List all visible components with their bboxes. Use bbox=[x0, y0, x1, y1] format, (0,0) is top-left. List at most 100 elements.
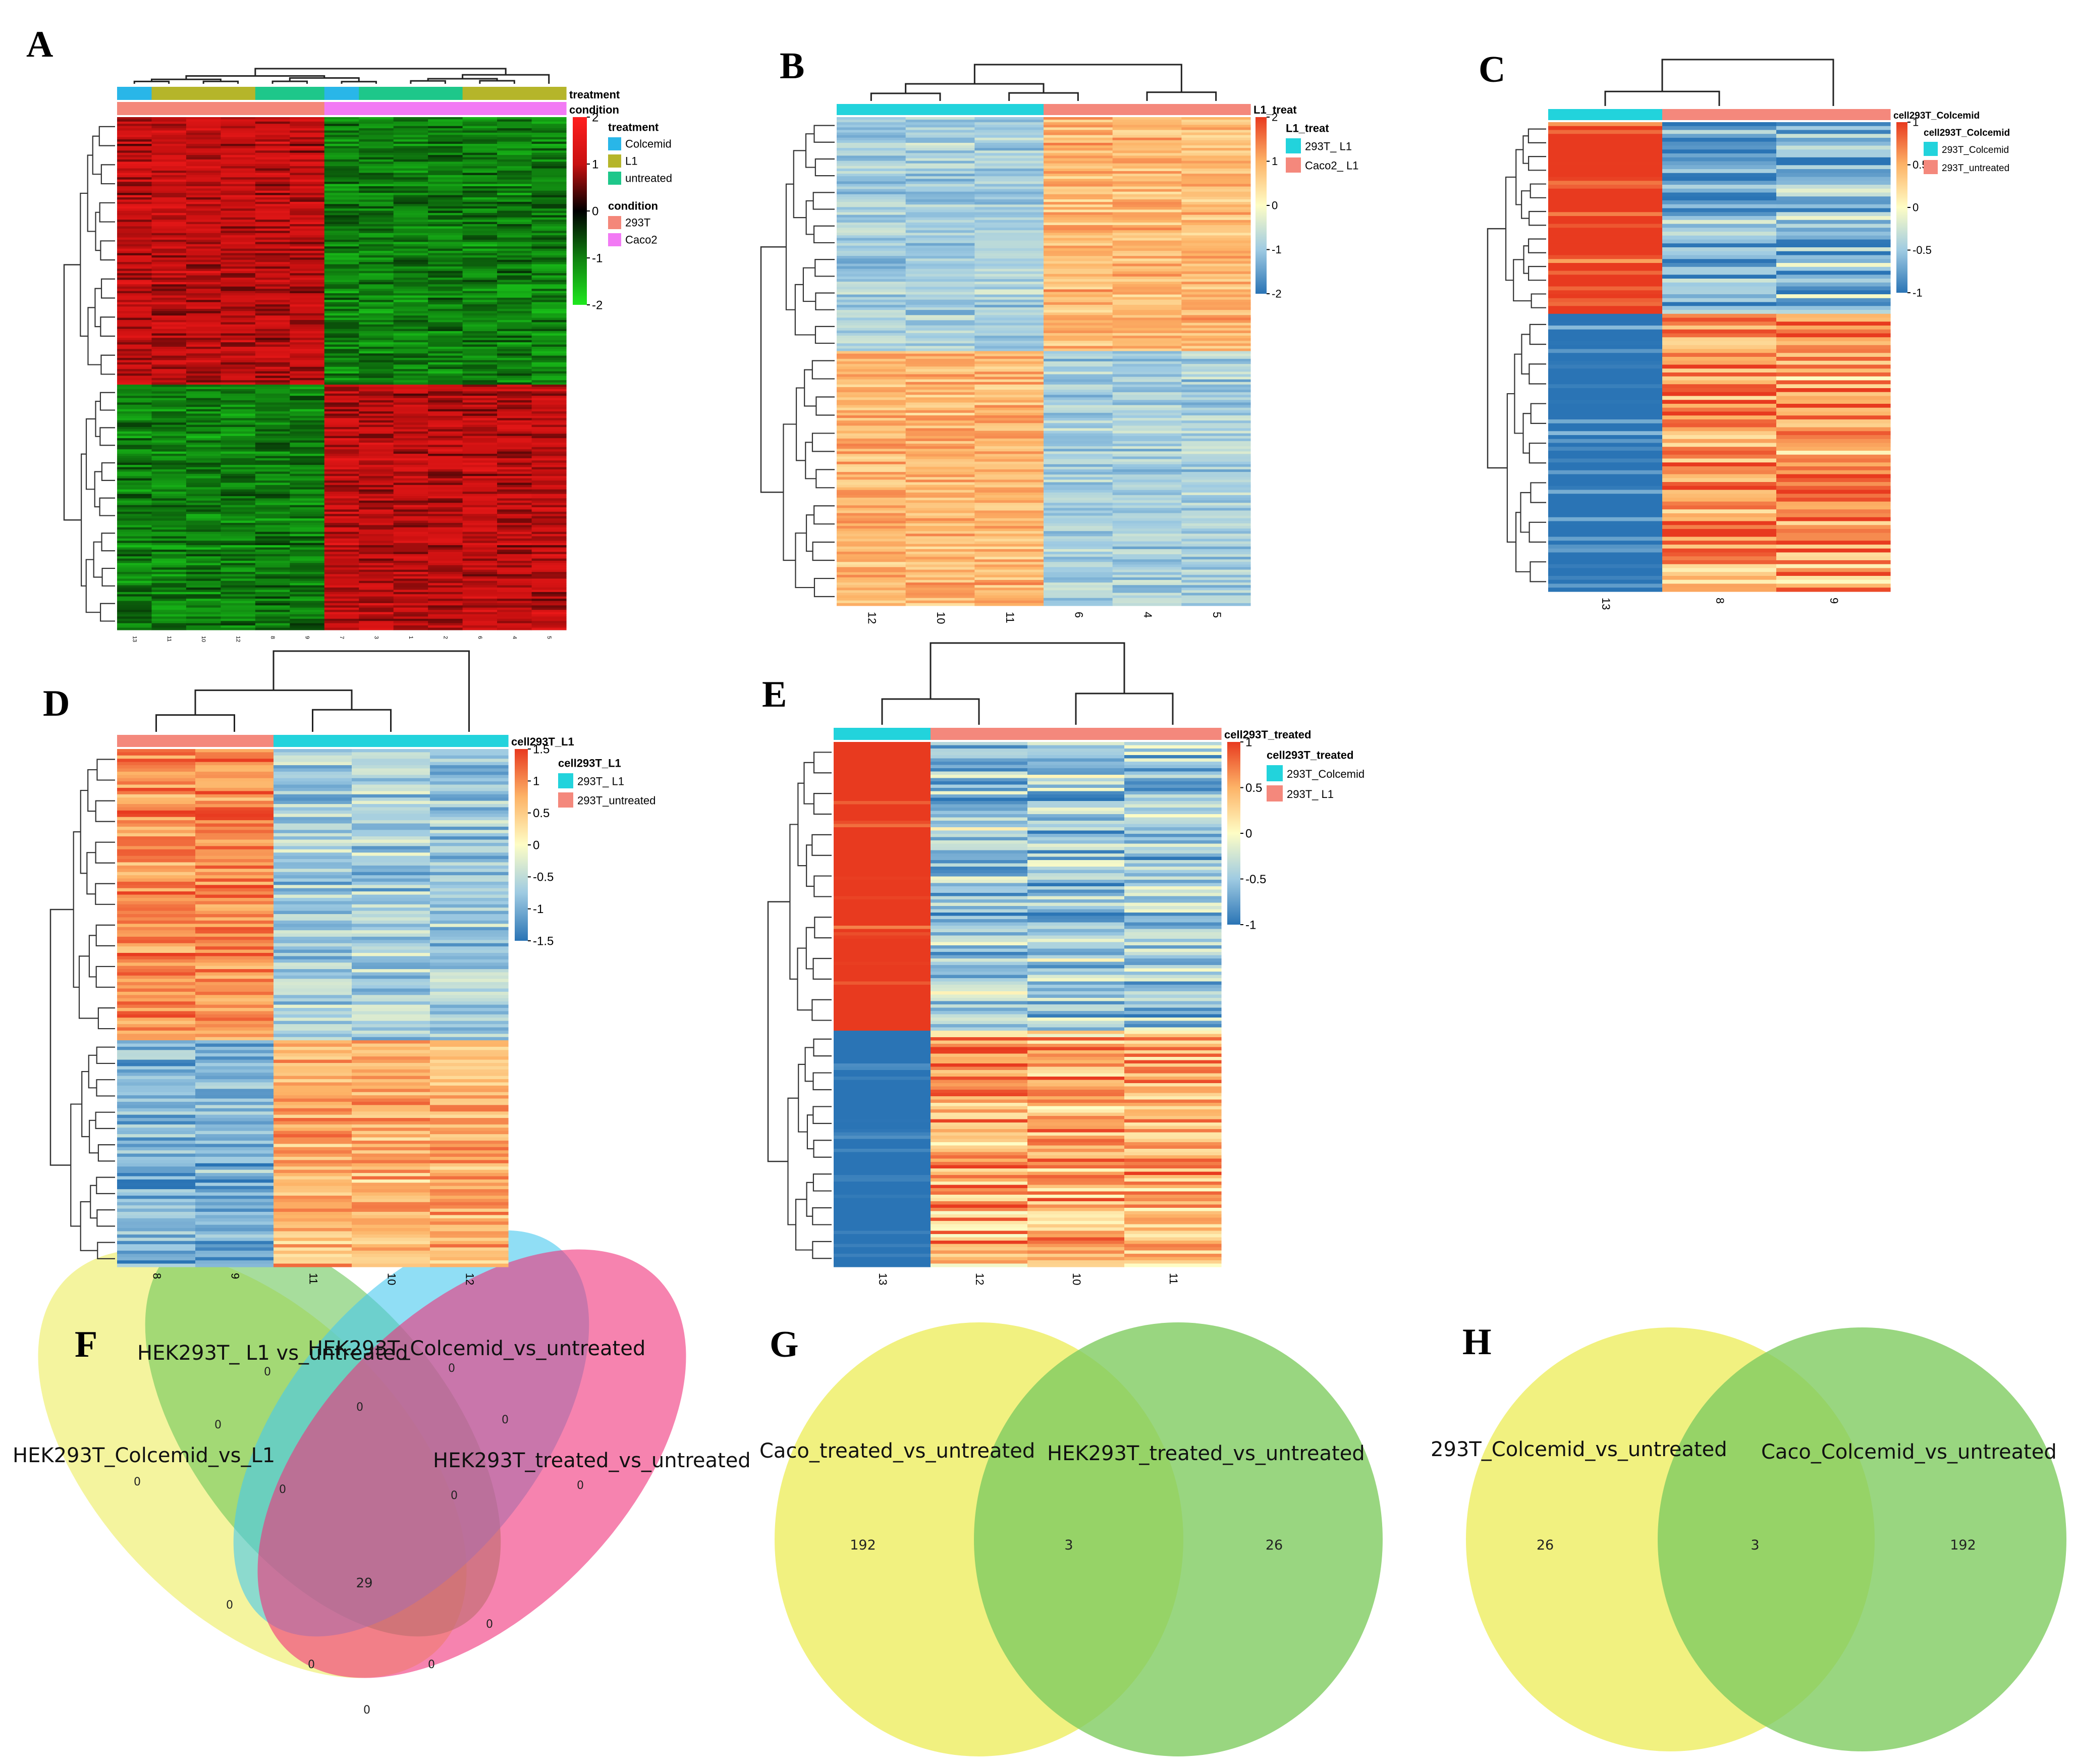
heatmap-cell bbox=[186, 534, 221, 537]
heatmap-cell bbox=[151, 492, 187, 495]
heatmap-cell bbox=[462, 592, 498, 595]
heatmap-cell bbox=[221, 262, 256, 265]
heatmap-cell bbox=[837, 580, 906, 583]
heatmap-cell bbox=[497, 402, 532, 405]
heatmap-cell bbox=[974, 482, 1044, 486]
heatmap-cell bbox=[837, 513, 906, 516]
heatmap-cell bbox=[905, 145, 975, 148]
heatmap-cell bbox=[151, 362, 187, 365]
heatmap-cell bbox=[195, 771, 274, 775]
heatmap-cell bbox=[497, 585, 532, 588]
heatmap-cell bbox=[151, 275, 187, 278]
annotation-cell bbox=[117, 735, 196, 747]
heatmap-cell bbox=[974, 248, 1044, 251]
heatmap-cell bbox=[531, 516, 567, 519]
heatmap-cell bbox=[1181, 196, 1251, 200]
heatmap-cell bbox=[837, 441, 906, 444]
heatmap-cell bbox=[186, 496, 221, 499]
heatmap-cell bbox=[531, 291, 567, 294]
heatmap-cell bbox=[186, 465, 221, 468]
heatmap-cell bbox=[117, 124, 152, 127]
heatmap-cell bbox=[255, 275, 290, 278]
heatmap-cell bbox=[151, 306, 187, 309]
heatmap-cell bbox=[837, 135, 906, 138]
heatmap-cell bbox=[151, 376, 187, 379]
heatmap-cell bbox=[1112, 379, 1182, 383]
heatmap-cell bbox=[221, 469, 256, 472]
heatmap-cell bbox=[117, 152, 152, 155]
heatmap-cell bbox=[255, 447, 290, 450]
heatmap-cell bbox=[837, 495, 906, 498]
heatmap-cell bbox=[531, 284, 567, 287]
heatmap-cell bbox=[974, 554, 1044, 557]
heatmap-cell bbox=[1112, 559, 1182, 562]
heatmap-cell bbox=[462, 269, 498, 272]
heatmap-cell bbox=[117, 220, 152, 223]
heatmap-cell bbox=[324, 137, 359, 140]
heatmap-cell bbox=[905, 459, 975, 462]
heatmap-cell bbox=[151, 409, 187, 412]
heatmap-cell bbox=[905, 384, 975, 388]
heatmap-cell bbox=[974, 230, 1044, 233]
heatmap-cell bbox=[186, 371, 221, 374]
heatmap-cell bbox=[290, 610, 325, 613]
heatmap-cell bbox=[1181, 140, 1251, 143]
heatmap-cell bbox=[462, 558, 498, 561]
heatmap-cell bbox=[430, 775, 509, 779]
heatmap-cell bbox=[428, 380, 463, 383]
heatmap-cell bbox=[186, 137, 221, 140]
heatmap-cell bbox=[324, 527, 359, 530]
heatmap-cell bbox=[497, 616, 532, 619]
heatmap-cell bbox=[1112, 418, 1182, 421]
heatmap-cell bbox=[462, 458, 498, 461]
heatmap-cell bbox=[1044, 395, 1113, 398]
heatmap-cell bbox=[1112, 456, 1182, 460]
heatmap-cell bbox=[359, 244, 394, 247]
heatmap-cell bbox=[837, 238, 906, 241]
heatmap-cell bbox=[290, 580, 325, 583]
heatmap-cell bbox=[1112, 330, 1182, 334]
heatmap-cell bbox=[117, 139, 152, 142]
heatmap-cell bbox=[221, 177, 256, 180]
heatmap-cell bbox=[462, 226, 498, 229]
heatmap-cell bbox=[151, 297, 187, 300]
heatmap-cell bbox=[837, 263, 906, 267]
venn-region-count: 192 bbox=[850, 1537, 876, 1553]
heatmap-cell bbox=[324, 222, 359, 225]
heatmap-cell bbox=[393, 259, 428, 262]
heatmap-cell bbox=[1181, 503, 1251, 506]
heatmap-cell bbox=[430, 778, 509, 782]
heatmap-cell bbox=[1044, 600, 1113, 604]
heatmap-cell bbox=[186, 558, 221, 561]
heatmap-cell bbox=[1112, 603, 1182, 606]
heatmap-cell bbox=[497, 235, 532, 238]
heatmap-cell bbox=[186, 592, 221, 595]
heatmap-cell bbox=[393, 159, 428, 162]
heatmap-cell bbox=[531, 385, 567, 388]
heatmap-cell bbox=[255, 434, 290, 437]
heatmap-cell bbox=[290, 222, 325, 225]
heatmap-cell bbox=[393, 396, 428, 399]
heatmap-row-cluster bbox=[117, 117, 567, 385]
heatmap-cell bbox=[1548, 415, 1663, 420]
heatmap-cell bbox=[497, 224, 532, 227]
heatmap-cell bbox=[186, 313, 221, 316]
heatmap-cell bbox=[497, 462, 532, 465]
heatmap-cell bbox=[428, 520, 463, 523]
heatmap-cell bbox=[255, 563, 290, 566]
heatmap-cell bbox=[290, 349, 325, 352]
heatmap-cell bbox=[1112, 554, 1182, 557]
heatmap-cell bbox=[186, 224, 221, 227]
heatmap-cell bbox=[393, 545, 428, 548]
heatmap-cell bbox=[428, 228, 463, 231]
heatmap-cell bbox=[186, 587, 221, 591]
heatmap-cell bbox=[974, 250, 1044, 254]
heatmap-cell bbox=[462, 291, 498, 294]
heatmap-cell bbox=[359, 398, 394, 401]
heatmap-cell bbox=[905, 140, 975, 143]
heatmap-cell bbox=[359, 505, 394, 508]
heatmap-cell bbox=[1044, 199, 1113, 202]
heatmap-cell bbox=[531, 195, 567, 198]
